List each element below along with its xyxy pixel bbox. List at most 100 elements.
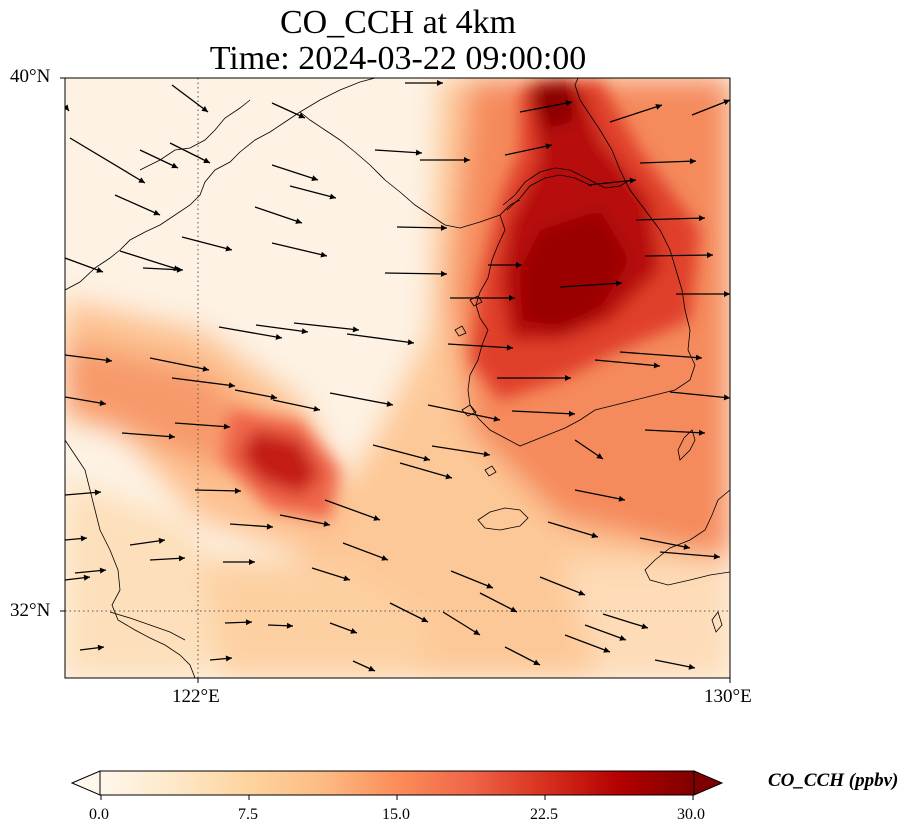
wind-vector-shaft xyxy=(181,236,233,251)
wind-vector-head xyxy=(603,647,610,653)
colorbar-extend-low xyxy=(70,770,101,796)
coastlines xyxy=(65,78,730,678)
wind-vector-head xyxy=(97,644,104,651)
wind-vector-head xyxy=(510,606,517,612)
wind-vector-shaft xyxy=(511,410,576,415)
wind-vector-head xyxy=(591,532,598,539)
wind-vector-shaft xyxy=(602,613,649,629)
wind-vector-shaft xyxy=(389,602,429,623)
wind-vector-shaft xyxy=(639,160,697,164)
wind-vector-head xyxy=(437,80,443,86)
wind-vector-shaft xyxy=(442,611,481,636)
wind-vector-head xyxy=(698,215,705,222)
wind-vector-shaft xyxy=(289,185,337,199)
wind-vector-head xyxy=(329,193,336,200)
wind-vector-head xyxy=(99,400,106,406)
wind-vector-shaft xyxy=(139,149,179,169)
colorbar xyxy=(70,770,724,800)
wind-vector-head xyxy=(373,515,380,521)
wind-vector-shaft xyxy=(254,206,303,224)
wind-vector-head xyxy=(706,252,713,259)
map-title-line2: Time: 2024-03-22 09:00:00 xyxy=(209,40,587,77)
wind-vector-shaft xyxy=(609,104,663,123)
wind-vector-shaft xyxy=(396,226,448,229)
wind-vector-shaft xyxy=(427,404,501,421)
wind-vector-shaft xyxy=(218,326,283,339)
wind-vector-shaft xyxy=(547,521,599,538)
wind-vector-shaft xyxy=(587,179,637,186)
wind-vector-shaft xyxy=(65,491,102,496)
wind-vector-shaft xyxy=(584,624,627,641)
wind-vector-shaft xyxy=(564,634,611,653)
wind-vector-head xyxy=(641,623,648,630)
wind-vector-shaft xyxy=(539,576,586,596)
wind-vector-shaft xyxy=(324,499,381,521)
lon-label-130e: 130°E xyxy=(704,686,752,707)
wind-vector-head xyxy=(493,415,500,422)
wind-vector-head xyxy=(506,344,513,351)
wind-vector-shaft xyxy=(346,333,415,344)
wind-vector-head xyxy=(138,177,145,183)
wind-vector-head xyxy=(565,100,572,107)
wind-vector-shaft xyxy=(594,359,661,367)
wind-vector-shaft xyxy=(293,322,360,331)
wind-vector-head xyxy=(368,665,375,672)
wind-vector-head xyxy=(105,357,112,364)
colorbar-tick-2: 15.0 xyxy=(382,806,410,823)
wind-vector-head xyxy=(176,266,183,273)
wind-vector-shaft xyxy=(194,489,242,492)
wind-vector-head xyxy=(473,629,480,635)
wind-vector-head xyxy=(168,433,175,440)
wind-vector-shaft xyxy=(121,432,176,438)
wind-vector-head xyxy=(724,291,730,297)
wind-vector-shaft xyxy=(329,392,394,406)
wind-vector-head xyxy=(234,487,241,494)
wind-vector-head xyxy=(509,295,515,301)
wind-vector-shaft xyxy=(69,137,146,184)
wind-vector-head xyxy=(270,393,277,400)
wind-vector-shaft xyxy=(271,164,319,181)
wind-vector-shaft xyxy=(519,101,573,113)
wind-vector-head xyxy=(578,589,585,596)
wind-vector-shaft xyxy=(654,659,696,669)
wind-vector-shaft xyxy=(169,142,211,164)
wind-vector-head xyxy=(629,177,636,184)
wind-vector-shaft xyxy=(431,445,491,456)
wind-vector-shaft xyxy=(229,523,274,528)
wind-vector-head xyxy=(65,104,69,111)
wind-vectors xyxy=(65,80,730,672)
wind-vector-head xyxy=(298,112,305,119)
wind-vector-head xyxy=(158,537,165,544)
wind-vector-head xyxy=(440,270,447,277)
wind-vector-shaft xyxy=(644,429,706,434)
wind-vector-head xyxy=(323,520,330,527)
wind-vector-head xyxy=(407,339,414,346)
wind-vector-head xyxy=(464,157,470,163)
wind-vector-head xyxy=(249,559,255,565)
wind-vector-head xyxy=(275,334,282,340)
wind-vector-shaft xyxy=(272,399,321,411)
gridlines xyxy=(65,78,730,678)
wind-vector-shaft xyxy=(691,99,730,116)
wind-vector-head xyxy=(440,224,447,231)
wind-vector-shaft xyxy=(504,646,541,666)
wind-vector-head xyxy=(225,245,232,252)
wind-vector-head xyxy=(619,635,626,641)
wind-vector-shaft xyxy=(114,194,161,216)
wind-vector-head xyxy=(350,628,357,634)
wind-vector-head xyxy=(343,575,350,582)
wind-vector-head xyxy=(381,555,388,561)
wind-vector-shaft xyxy=(559,282,623,288)
wind-vector-head xyxy=(286,622,293,629)
colorbar-ramp xyxy=(99,770,695,796)
wind-vector-head xyxy=(516,262,522,268)
wind-vector-head xyxy=(352,326,359,333)
wind-vector-head xyxy=(320,251,327,258)
wind-vector-head xyxy=(723,99,730,105)
wind-vector-head xyxy=(99,567,106,574)
colorbar-tick-3: 22.5 xyxy=(530,806,558,823)
wind-vector-head xyxy=(618,495,625,502)
wind-vector-shaft xyxy=(171,84,209,113)
wind-vector-head xyxy=(201,106,208,112)
